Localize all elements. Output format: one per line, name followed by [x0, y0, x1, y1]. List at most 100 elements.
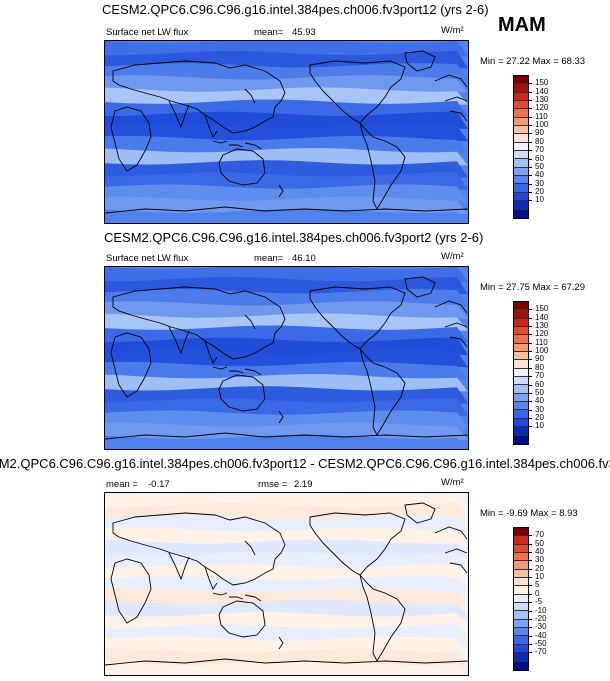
- colorbar-tick-label: -30: [535, 622, 547, 632]
- coastline: [204, 114, 218, 138]
- map-band: [105, 660, 466, 675]
- colorbar-tick-mark: [528, 91, 532, 93]
- coastline: [112, 60, 286, 134]
- colorbar-cell: [514, 335, 528, 344]
- colorbar-tick-mark: [528, 183, 532, 185]
- colorbar-tick-mark: [528, 392, 532, 394]
- colorbar-cell: [514, 603, 528, 612]
- colorbar-tick-mark: [528, 535, 532, 537]
- colorbar-tick-label: -50: [535, 638, 547, 648]
- colorbar-cell: [514, 151, 528, 160]
- panel2-minmax: Min = 27.75 Max = 67.29: [480, 282, 586, 293]
- colorbar-tick-mark: [528, 417, 532, 419]
- panel3-minmax: Min = -9.69 Max = 8.93: [480, 508, 578, 519]
- colorbar-tick-mark: [528, 585, 532, 587]
- map-band: [105, 361, 468, 380]
- colorbar-tick-label: 110: [535, 111, 548, 121]
- panel1-minmax: Min = 27.22 Max = 68.33: [480, 56, 586, 67]
- colorbar-cell: [514, 76, 528, 85]
- coastline: [278, 184, 284, 198]
- colorbar-tick-label: 10: [535, 195, 544, 205]
- colorbar-cell: [514, 352, 528, 361]
- colorbar-cell: [514, 117, 528, 127]
- colorbar-cell: [514, 310, 528, 319]
- colorbar-cell: [514, 544, 528, 554]
- colorbar-cell: [514, 343, 528, 353]
- colorbar-cell: [514, 653, 528, 662]
- coastline: [244, 540, 256, 556]
- coastline: [105, 206, 468, 214]
- coastline: [168, 100, 190, 129]
- coastline: [212, 140, 262, 150]
- panel3-title: CESM2.QPC6.C96.C96.g16.intel.384pes.ch00…: [0, 456, 610, 471]
- colorbar-tick-mark: [528, 342, 532, 344]
- colorbar-tick-mark: [528, 610, 532, 612]
- colorbar-tick-mark: [528, 334, 532, 336]
- coastline: [212, 592, 262, 602]
- map-band: [105, 301, 468, 319]
- colorbar-cell: [514, 101, 528, 110]
- colorbar-tick-mark: [528, 602, 532, 604]
- coastline: [434, 74, 468, 122]
- panel1-mean-label: mean=: [254, 27, 284, 38]
- coastline: [218, 600, 266, 638]
- colorbar-tick-mark: [528, 108, 532, 110]
- colorbar-tick-label: 20: [535, 563, 544, 573]
- colorbar-tick-label: 50: [535, 538, 544, 548]
- panel2-mean-label: mean=: [254, 253, 284, 264]
- coastline: [112, 286, 286, 360]
- panel3-title-clip: CESM2.QPC6.C96.C96.g16.intel.384pes.ch00…: [0, 455, 610, 473]
- panel2-map-svg: [105, 267, 468, 449]
- colorbar-cell: [514, 586, 528, 595]
- colorbar-cell: [514, 418, 528, 428]
- colorbar-cell: [514, 661, 528, 670]
- map-band: [105, 135, 468, 154]
- colorbar-tick-label: 110: [535, 337, 548, 347]
- colorbar-tick-mark: [528, 191, 532, 193]
- colorbar-tick-label: 50: [535, 161, 544, 171]
- panel2-units: W/m²: [441, 251, 464, 262]
- colorbar-tick-mark: [528, 175, 532, 177]
- colorbar-cell: [514, 427, 528, 436]
- colorbar-tick-mark: [528, 317, 532, 319]
- coastline: [359, 348, 406, 436]
- colorbar-tick-mark: [528, 200, 532, 202]
- coastline: [359, 122, 406, 210]
- coastline: [110, 558, 152, 624]
- colorbar-tick-label: 40: [535, 170, 544, 180]
- coastline: [404, 502, 436, 524]
- coastline: [110, 332, 152, 398]
- colorbar-tick-mark: [528, 618, 532, 620]
- colorbar-cell: [514, 402, 528, 411]
- panel3-rmse-value: 2.19: [294, 479, 313, 490]
- colorbar-tick-label: 140: [535, 86, 549, 96]
- colorbar-tick-label: 20: [535, 186, 544, 196]
- coastline: [434, 526, 468, 574]
- colorbar-cell: [514, 176, 528, 185]
- colorbar-tick-mark: [528, 359, 532, 361]
- colorbar-tick-mark: [528, 309, 532, 311]
- colorbar-tick-mark: [528, 116, 532, 118]
- panel3-mean-value: -0.17: [148, 479, 170, 490]
- colorbar-tick-label: 100: [535, 346, 549, 356]
- colorbar-cell: [514, 435, 528, 444]
- colorbar-cell: [514, 619, 528, 629]
- colorbar-tick-mark: [528, 141, 532, 143]
- coastline: [244, 88, 256, 104]
- colorbar-cell: [514, 368, 528, 378]
- colorbar-tick-label: 90: [535, 354, 544, 364]
- colorbar-cell: [514, 578, 528, 587]
- coastline: [110, 106, 152, 172]
- panel2-variable: Surface net LW flux: [106, 253, 189, 264]
- colorbar-tick-mark: [528, 593, 532, 595]
- map-band: [105, 434, 466, 449]
- colorbar-tick-label: 0: [535, 588, 540, 598]
- map-band: [105, 75, 468, 93]
- colorbar-tick-mark: [528, 367, 532, 369]
- panel2-map: [104, 266, 469, 450]
- colorbar-tick-mark: [528, 158, 532, 160]
- colorbar-tick-label: 120: [535, 329, 549, 339]
- coastline: [105, 658, 468, 666]
- panel3-map: [104, 492, 469, 676]
- colorbar-cell: [514, 134, 528, 143]
